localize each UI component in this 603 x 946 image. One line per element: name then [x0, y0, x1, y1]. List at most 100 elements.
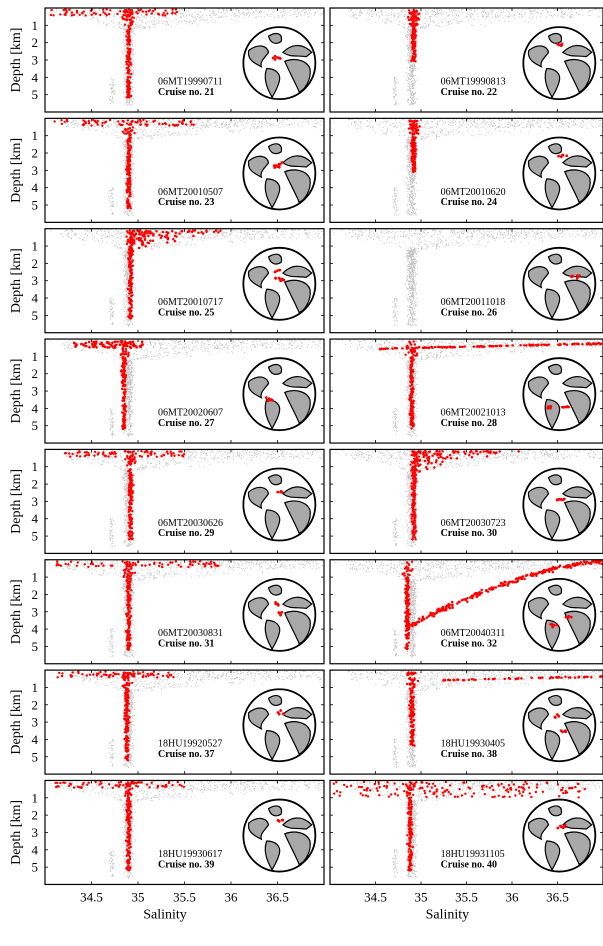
- background-point: [448, 23, 450, 25]
- background-point: [413, 82, 415, 84]
- background-point: [417, 39, 419, 41]
- background-point: [133, 74, 135, 76]
- background-point: [74, 120, 76, 122]
- background-point: [124, 31, 126, 33]
- background-point: [445, 128, 447, 130]
- background-point: [571, 16, 573, 18]
- background-point: [408, 58, 410, 60]
- background-point: [432, 13, 434, 15]
- background-point: [109, 200, 111, 202]
- cruise-point: [125, 54, 128, 57]
- background-point: [280, 120, 282, 122]
- cruise-track-point: [273, 54, 277, 58]
- background-point: [395, 87, 397, 89]
- background-point: [532, 11, 534, 13]
- cruise-point: [63, 120, 66, 124]
- background-point: [305, 121, 307, 123]
- background-point: [410, 36, 412, 38]
- background-point: [111, 101, 113, 103]
- background-point: [536, 120, 538, 122]
- background-point: [242, 12, 244, 15]
- background-point: [212, 10, 214, 12]
- background-point: [513, 13, 515, 16]
- background-point: [470, 9, 472, 11]
- cruise-point: [95, 121, 99, 124]
- background-point: [217, 10, 219, 12]
- background-point: [183, 16, 185, 18]
- background-point: [440, 13, 442, 15]
- cruise-point: [413, 20, 416, 23]
- background-point: [396, 79, 398, 81]
- background-point: [206, 18, 208, 20]
- background-point: [207, 127, 209, 129]
- cruise-point: [60, 119, 63, 122]
- background-point: [396, 200, 398, 202]
- background-point: [413, 94, 415, 96]
- cruise-point: [136, 12, 139, 15]
- background-point: [281, 124, 283, 126]
- background-point: [449, 20, 452, 22]
- background-point: [471, 24, 473, 26]
- background-point: [108, 196, 110, 198]
- background-point: [101, 127, 104, 129]
- cruise-point: [126, 171, 129, 174]
- background-point: [134, 177, 136, 179]
- background-point: [452, 18, 454, 20]
- background-point: [64, 123, 67, 125]
- background-point: [557, 15, 559, 17]
- background-point: [536, 10, 538, 12]
- cruise-point: [139, 120, 142, 123]
- background-point: [211, 13, 213, 15]
- background-point: [367, 123, 368, 124]
- background-point: [151, 11, 153, 13]
- background-point: [126, 136, 128, 139]
- background-point: [368, 120, 369, 121]
- background-point: [73, 127, 75, 129]
- background-point: [110, 20, 113, 22]
- background-point: [114, 13, 116, 15]
- background-point: [406, 32, 408, 34]
- background-point: [125, 93, 127, 95]
- background-point: [190, 21, 192, 23]
- background-point: [246, 120, 248, 122]
- background-point: [124, 45, 126, 47]
- background-point: [407, 137, 409, 139]
- background-point: [110, 209, 112, 211]
- background-point: [524, 21, 526, 23]
- background-point: [207, 21, 209, 23]
- europe-landmass: [562, 44, 593, 58]
- background-point: [170, 122, 172, 124]
- background-point: [125, 28, 127, 30]
- background-point: [226, 8, 228, 10]
- background-point: [132, 190, 134, 193]
- background-point: [309, 9, 311, 11]
- background-point: [77, 16, 79, 18]
- cruise-track-point: [557, 43, 561, 47]
- cruise-point: [185, 123, 188, 126]
- background-point: [411, 208, 413, 210]
- background-point: [131, 174, 133, 177]
- cruise-point: [62, 9, 65, 12]
- background-point: [115, 125, 117, 127]
- background-point: [393, 97, 395, 99]
- background-point: [144, 125, 146, 127]
- background-point: [519, 13, 521, 16]
- background-point: [321, 119, 323, 121]
- background-point: [210, 122, 212, 124]
- cruise-point: [189, 120, 192, 124]
- background-point: [123, 69, 125, 72]
- background-point: [427, 12, 429, 15]
- background-point: [410, 50, 412, 52]
- background-point: [252, 12, 254, 15]
- background-point: [409, 31, 411, 33]
- background-point: [406, 44, 408, 46]
- background-point: [167, 122, 169, 124]
- cruise-point: [192, 123, 195, 126]
- background-point: [117, 9, 119, 11]
- background-point: [412, 66, 414, 68]
- cruise-point: [175, 10, 178, 14]
- background-point: [304, 9, 306, 11]
- background-point: [441, 129, 443, 131]
- background-point: [445, 12, 448, 14]
- background-point: [414, 175, 416, 177]
